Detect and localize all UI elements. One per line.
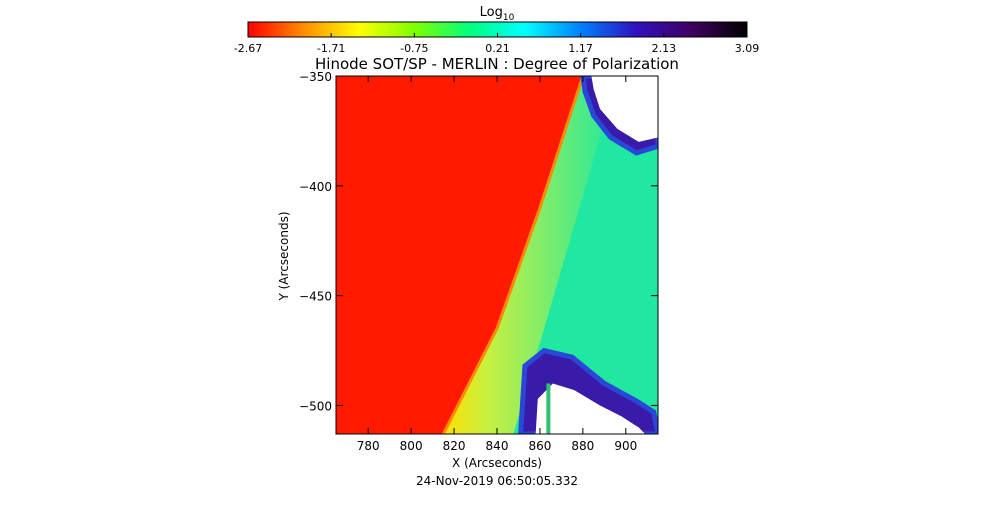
x-tick-label: 860 <box>528 439 551 453</box>
transition-band <box>443 76 618 434</box>
off-disk-region <box>336 76 583 434</box>
filament <box>546 383 551 434</box>
x-tick-label: 840 <box>486 439 509 453</box>
x-tick-label: 800 <box>400 439 423 453</box>
y-tick-label: −450 <box>299 290 332 304</box>
plot-area <box>336 76 658 434</box>
colorbar-tick-label: -2.67 <box>234 42 262 55</box>
upper-saturated-patch <box>591 76 658 142</box>
lower-saturated-patch <box>535 383 646 434</box>
colorbar-tick-label: 3.09 <box>735 42 760 55</box>
colorbar-tick-label: 1.17 <box>568 42 593 55</box>
y-axis: −350 −400 −450 −500 <box>299 70 658 413</box>
colorbar-tick-label: 0.21 <box>485 42 510 55</box>
colorbar-tick-label: -0.75 <box>400 42 428 55</box>
x-tick-label: 780 <box>357 439 380 453</box>
limb-boundary <box>441 76 585 434</box>
colorbar-tick-label: 2.13 <box>652 42 677 55</box>
x-tick-label: 820 <box>443 439 466 453</box>
y-tick-label: −350 <box>299 70 332 84</box>
timestamp: 24-Nov-2019 06:50:05.332 <box>416 474 578 488</box>
y-tick-label: −400 <box>299 180 332 194</box>
x-tick-label: 900 <box>614 439 637 453</box>
colorbar-ticks: -2.67 -1.71 -0.75 0.21 1.17 2.13 3.09 <box>234 33 759 55</box>
y-tick-label: −500 <box>299 399 332 413</box>
colorbar-tick-label: -1.71 <box>317 42 345 55</box>
colorbar-label: Log10 <box>480 5 515 23</box>
x-axis: 780 800 820 840 860 880 900 <box>357 76 637 453</box>
y-axis-label: Y (Arcseconds) <box>277 211 291 301</box>
chart-title: Hinode SOT/SP - MERLIN : Degree of Polar… <box>315 55 679 73</box>
x-tick-label: 880 <box>571 439 594 453</box>
x-axis-label: X (Arcseconds) <box>452 456 542 470</box>
